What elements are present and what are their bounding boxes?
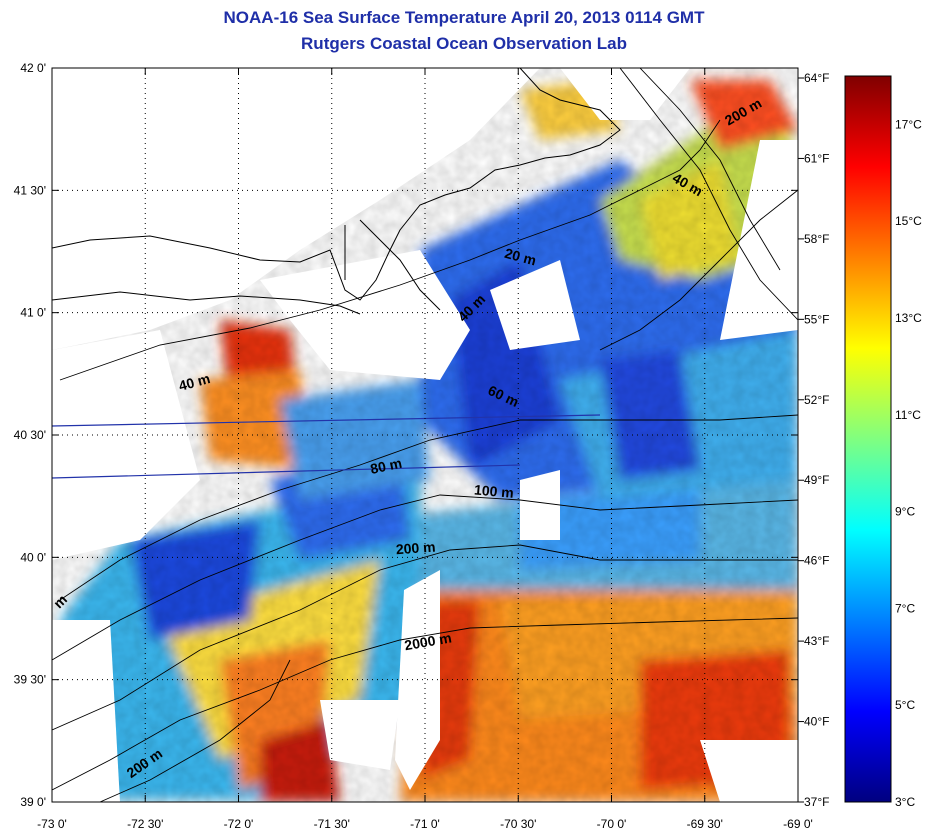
fahrenheit-label: 61°F xyxy=(804,151,829,165)
fahrenheit-label: 37°F xyxy=(804,795,829,809)
latitude-label: 39 0' xyxy=(20,795,46,809)
contour-label: 20 m xyxy=(503,245,538,269)
celsius-labels: 17°C 15°C 13°C 11°C 9°C 7°C 5°C 3°C xyxy=(895,117,922,809)
longitude-label: -69 30' xyxy=(687,817,723,831)
axis-ticks xyxy=(51,67,804,803)
latitude-label: 40 0' xyxy=(20,550,46,564)
fahrenheit-label: 43°F xyxy=(804,634,829,648)
longitude-label: -71 0' xyxy=(410,817,440,831)
celsius-label: 7°C xyxy=(895,601,915,615)
fahrenheit-label: 52°F xyxy=(804,393,829,407)
celsius-label: 9°C xyxy=(895,505,915,519)
longitude-label: -71 30' xyxy=(314,817,350,831)
latitude-label: 41 30' xyxy=(14,183,46,197)
map-title: NOAA-16 Sea Surface Temperature April 20… xyxy=(223,8,705,27)
bathymetry-contours xyxy=(52,68,798,802)
fahrenheit-label: 64°F xyxy=(804,71,829,85)
celsius-label: 13°C xyxy=(895,311,922,325)
celsius-label: 5°C xyxy=(895,698,915,712)
fahrenheit-label: 40°F xyxy=(804,715,829,729)
longitude-label: -72 0' xyxy=(224,817,254,831)
longitude-label: -69 0' xyxy=(783,817,813,831)
colorbar xyxy=(844,75,892,803)
celsius-label: 17°C xyxy=(895,117,922,131)
map-subtitle: Rutgers Coastal Ocean Observation Lab xyxy=(301,34,627,53)
latitude-label: 42 0' xyxy=(20,61,46,75)
longitude-label: -70 0' xyxy=(597,817,627,831)
celsius-label: 11°C xyxy=(895,408,921,422)
fahrenheit-label: 46°F xyxy=(804,554,829,568)
longitude-label: -72 30' xyxy=(127,817,163,831)
fahrenheit-label: 55°F xyxy=(804,312,829,326)
contour-label: 40 m xyxy=(177,370,212,394)
fahrenheit-label: 49°F xyxy=(804,473,829,487)
sst-field xyxy=(52,68,798,802)
latitude-label: 39 30' xyxy=(14,673,46,687)
contour-label: 100 m xyxy=(473,481,514,500)
longitude-label: -70 30' xyxy=(500,817,536,831)
coastline xyxy=(52,68,621,315)
fahrenheit-labels: 64°F 61°F 58°F 55°F 52°F 49°F 46°F 43°F 40°F 37°F xyxy=(804,71,829,809)
latitude-label: 40 30' xyxy=(14,428,46,442)
celsius-label: 15°C xyxy=(895,214,922,228)
latitude-labels: 42 0' 41 30' 41 0' 40 30' 40 0' 39 30' 39 0' xyxy=(14,61,46,809)
longitude-labels: -73 0' -72 30' -72 0' -71 30' -71 0' -70 30' -… xyxy=(37,817,813,831)
contour-label: 200 m xyxy=(395,539,436,558)
latitude-label: 41 0' xyxy=(20,306,46,320)
fahrenheit-label: 58°F xyxy=(804,232,829,246)
celsius-label: 3°C xyxy=(895,795,915,809)
transect-lines xyxy=(52,414,601,479)
contour-label: 80 m xyxy=(369,455,404,477)
longitude-label: -73 0' xyxy=(37,817,67,831)
